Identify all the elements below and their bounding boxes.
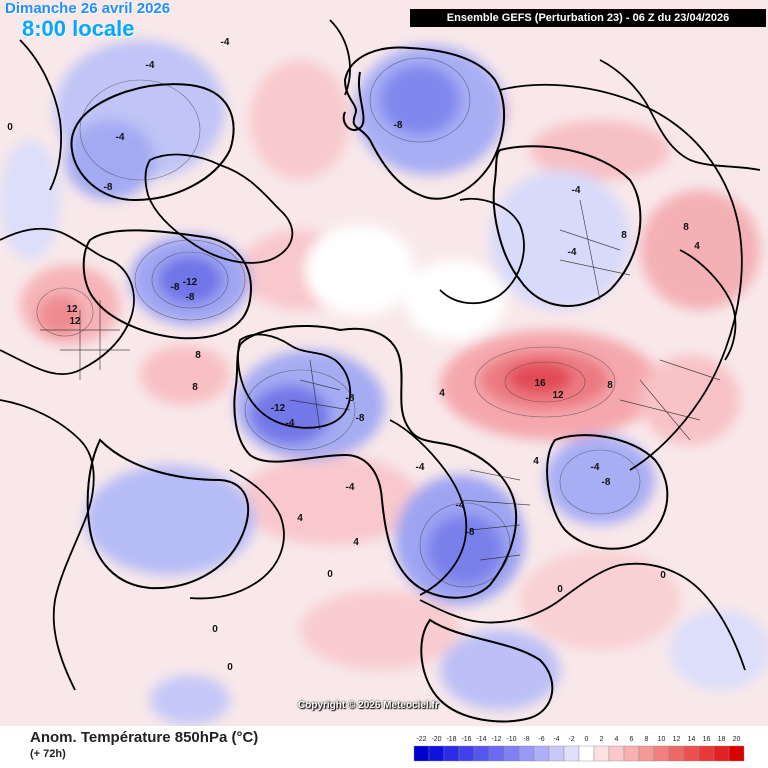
contour-value-label: 4: [694, 241, 700, 252]
legend-swatch: [713, 745, 730, 762]
legend-swatch: [728, 745, 745, 762]
legend-swatch: [593, 745, 610, 762]
legend-tick-label: -12: [491, 736, 501, 743]
legend-swatch: [488, 745, 505, 762]
legend-tick-label: 2: [600, 736, 604, 743]
legend-tick-label: -18: [446, 736, 456, 743]
contour-value-label: -12: [183, 277, 198, 288]
contour-value-label: 8: [192, 382, 198, 393]
legend-swatch: [533, 745, 550, 762]
contour-value-label: 4: [533, 456, 539, 467]
contour-value-label: -4: [116, 132, 125, 143]
contour-value-label: 8: [607, 380, 613, 391]
forecast-time: 8:00 locale: [22, 16, 135, 41]
borders: [40, 199, 721, 561]
contour-value-label: 12: [69, 316, 81, 327]
legend-tick-label: 0: [585, 736, 589, 743]
legend-swatch: [563, 745, 580, 762]
forecast-date: Dimanche 26 avril 2026: [5, 0, 171, 17]
contour-value-label: -8: [466, 527, 475, 538]
legend-swatch: [683, 745, 700, 762]
contour-labels: -4-4-12-8121288-4-8-8-8-12-4-8-8161284-8…: [7, 37, 700, 673]
contour-value-label: 16: [534, 378, 546, 389]
legend-tick-label: 4: [615, 736, 619, 743]
legend-swatch: [653, 745, 670, 762]
legend-tick-label: -4: [553, 736, 559, 743]
legend-swatch: [428, 745, 445, 762]
footer: Anom. Température 850hPa (°C) (+ 72h) -2…: [0, 726, 768, 768]
contour-value-label: 8: [621, 230, 627, 241]
legend-tick-label: 16: [703, 736, 711, 743]
contour-value-label: 4: [353, 537, 359, 548]
legend-swatch: [518, 745, 535, 762]
legend-tick-label: -20: [431, 736, 441, 743]
legend-tick-label: 20: [733, 736, 741, 743]
contour-value-label: -4: [591, 462, 600, 473]
legend-tick-label: -6: [538, 736, 544, 743]
legend-swatch: [638, 745, 655, 762]
legend-tick-label: 6: [630, 736, 634, 743]
legend-swatch: [503, 745, 520, 762]
lead-time: (+ 72h): [30, 748, 66, 760]
legend-swatch: [473, 745, 490, 762]
legend-swatch: [623, 745, 640, 762]
contour-value-label: -8: [346, 393, 355, 404]
contour-value-label: -8: [602, 477, 611, 488]
legend-tick-label: -16: [461, 736, 471, 743]
legend-swatch: [578, 745, 595, 762]
legend-tick-label: -14: [476, 736, 486, 743]
contour-value-label: 0: [660, 570, 666, 581]
contour-value-label: -4: [416, 462, 425, 473]
legend-swatch: [608, 745, 625, 762]
contour-value-label: -12: [271, 403, 286, 414]
legend-swatch: [413, 745, 430, 762]
contour-value-label: -8: [394, 120, 403, 131]
run-info-box: Ensemble GEFS (Perturbation 23) - 06 Z d…: [410, 9, 766, 27]
legend-swatch: [458, 745, 475, 762]
contour-value-label: 8: [683, 222, 689, 233]
contour-value-label: -4: [572, 185, 581, 196]
legend-tick-label: -10: [506, 736, 516, 743]
legend-tick-label: 14: [688, 736, 696, 743]
legend-tick-label: 8: [645, 736, 649, 743]
contour-value-label: 0: [327, 569, 333, 580]
contour-value-label: 4: [439, 388, 445, 399]
contour-value-label: -8: [104, 182, 113, 193]
contour-value-label: -4: [286, 418, 295, 429]
contour-value-label: 0: [7, 122, 13, 133]
contour-value-label: -4: [146, 60, 155, 71]
copyright-notice: Copyright © 2026 Meteociel.fr: [298, 700, 439, 711]
legend-tick-label: -2: [568, 736, 574, 743]
legend-tick-label: 10: [658, 736, 666, 743]
zero-contours: [70, 46, 669, 723]
legend-swatch: [668, 745, 685, 762]
map-panel: -4 -4 -12 -8 12 12 8 8 -4 -8 -8 -8 -12 -4 -8 -8 16 12 8 4 -8…: [0, 0, 768, 726]
color-legend: -22 -20 -18 -16 -14 -12 -10 -8 -6 -4 -2 0 2 4 6 8 10 12 14…: [413, 736, 745, 762]
contour-value-label: -4: [456, 500, 465, 511]
contour-value-label: -4: [568, 247, 577, 258]
coastlines: [0, 19, 761, 691]
contour-value-label: -8: [356, 413, 365, 424]
legend-tick-label: 12: [673, 736, 681, 743]
contour-value-label: -8: [186, 292, 195, 303]
contour-value-label: 8: [195, 350, 201, 361]
legend-swatch: [443, 745, 460, 762]
contour-value-label: 0: [212, 624, 218, 635]
contour-value-label: -8: [171, 282, 180, 293]
legend-tick-label: 18: [718, 736, 726, 743]
contour-value-label: -4: [221, 37, 230, 48]
anomaly-map: -4-4-12-8121288-4-8-8-8-12-4-8-8161284-8…: [0, 0, 768, 726]
contour-value-label: 0: [227, 662, 233, 673]
contour-value-label: 12: [66, 304, 78, 315]
legend-swatch: [548, 745, 565, 762]
anomaly-contours: [36, 57, 641, 588]
contour-value-label: 4: [297, 513, 303, 524]
contour-value-label: 0: [557, 584, 563, 595]
legend-tick-label: -22: [416, 736, 426, 743]
contour-value-label: 12: [552, 390, 564, 401]
variable-title: Anom. Température 850hPa (°C): [30, 729, 259, 746]
legend-tick-label: -8: [523, 736, 529, 743]
legend-swatch: [698, 745, 715, 762]
contour-value-label: -4: [346, 482, 355, 493]
